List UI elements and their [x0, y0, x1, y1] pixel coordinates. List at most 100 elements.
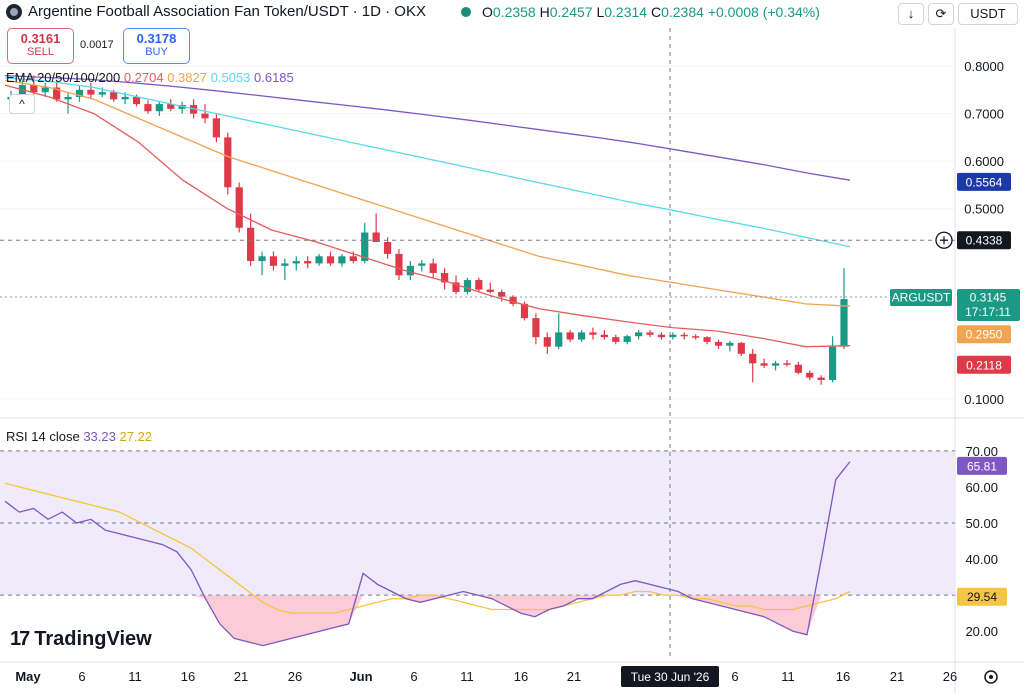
candle [589, 327, 597, 340]
candle [600, 330, 608, 340]
candle [167, 99, 175, 112]
candle [144, 100, 152, 114]
add-alert-plus-icon[interactable] [935, 231, 953, 249]
candle-body [714, 341, 723, 346]
collapse-legend-chevron-up-icon[interactable]: ^ [9, 94, 35, 114]
candle [692, 334, 700, 340]
candle [315, 253, 323, 266]
time-tick-label: 16 [181, 669, 195, 684]
rsi-value-marker-bg [957, 456, 1007, 475]
candle-body [555, 332, 563, 347]
candle-body [201, 113, 209, 119]
candle [429, 258, 437, 278]
time-tick-label: 6 [731, 669, 738, 684]
candle [155, 101, 163, 116]
buy-button[interactable]: 0.3178 BUY [123, 28, 190, 64]
ema-legend-label: EMA 20/50/100/200 [6, 70, 121, 85]
price-tick-label: 0.1000 [964, 392, 1004, 407]
last-price-marker-bg [957, 288, 1020, 321]
buy-price: 0.3178 [136, 31, 177, 46]
buy-label: BUY [145, 46, 168, 58]
candle [737, 341, 745, 357]
ema20-line [4, 84, 851, 348]
candle-body [520, 303, 529, 319]
candle-body [406, 265, 414, 276]
ema100-value: 0.5053 [210, 70, 251, 85]
candle [817, 375, 825, 385]
candle-body [18, 85, 27, 97]
candle-body [281, 263, 289, 266]
candle [64, 92, 72, 114]
ema50-price-marker: 0.2950 [966, 328, 1003, 342]
last-price-marker: 0.3145 [970, 290, 1007, 304]
candle [224, 132, 232, 195]
candle-body [475, 280, 483, 290]
refresh-icon[interactable]: ⟳ [928, 3, 954, 25]
candle [828, 336, 837, 383]
rsi-tick-label: 70.00 [965, 444, 998, 459]
rsi-ma-value-marker-bg [957, 587, 1007, 606]
candle-body [543, 337, 551, 347]
crosshair-price-marker: 0.4338 [966, 234, 1003, 248]
currency-select[interactable]: USDT [958, 3, 1018, 25]
candle-body [155, 104, 163, 112]
candle-body [75, 89, 84, 97]
candle [463, 277, 472, 295]
rsi-ma-value-marker: 29.54 [967, 590, 997, 604]
rsi-legend[interactable]: RSI 14 close 33.23 27.22 [6, 429, 152, 444]
candle-body [224, 137, 232, 188]
ema200-price-marker-bg [957, 172, 1011, 191]
candle-body [247, 227, 255, 262]
open-label: O [482, 4, 493, 20]
candle [178, 101, 186, 114]
candle-body [326, 256, 335, 264]
candle-body [737, 342, 745, 354]
candle [269, 251, 278, 271]
ema-legend[interactable]: EMA 20/50/100/200 0.2704 0.3827 0.5053 0… [6, 70, 294, 85]
candle [326, 251, 335, 266]
candle [418, 260, 426, 272]
candle-body [395, 253, 403, 276]
symbol-title[interactable]: Argentine Football Association Fan Token… [28, 3, 426, 20]
price-tick-label: 0.5000 [964, 202, 1004, 217]
candle-body [304, 261, 312, 264]
candle-body [361, 232, 369, 262]
sell-price: 0.3161 [20, 31, 61, 46]
candle [201, 104, 209, 124]
candle-body [577, 332, 586, 340]
candle [247, 213, 255, 266]
download-arrow-icon[interactable]: ↓ [898, 3, 924, 25]
candle [783, 359, 791, 367]
candle-body [600, 334, 608, 338]
rsi-tick-label: 20.00 [965, 624, 998, 639]
candle [475, 277, 483, 292]
tradingview-name: TradingView [34, 628, 152, 650]
candle-body [121, 96, 129, 100]
candle [714, 339, 723, 350]
ema20-price-marker-bg [957, 355, 1011, 374]
candle [669, 332, 677, 340]
gear-hub [989, 675, 993, 679]
candle-body [53, 87, 61, 100]
candle [555, 313, 563, 350]
symbol-tag: ARGUSDT [892, 290, 951, 304]
cursor-date-bg [621, 666, 719, 687]
settings-gear-icon[interactable] [984, 670, 998, 684]
ema20-value: 0.2704 [123, 70, 164, 85]
candle-body [657, 334, 666, 338]
candle-body [692, 336, 700, 338]
candle-body [680, 334, 688, 337]
sell-button[interactable]: 0.3161 SELL [7, 28, 74, 64]
candle-body [532, 318, 540, 338]
token-logo-icon [6, 4, 22, 20]
candle-body [840, 299, 848, 347]
candle-body [212, 118, 220, 138]
time-tick-label: 21 [234, 669, 248, 684]
tradingview-logo[interactable]: 17 TradingView [10, 628, 152, 651]
time-tick-label: 16 [836, 669, 850, 684]
candle-body [235, 187, 243, 228]
rsi-legend-label: RSI 14 close [6, 429, 80, 444]
candle [840, 268, 848, 350]
ema50-value: 0.3827 [167, 70, 207, 85]
